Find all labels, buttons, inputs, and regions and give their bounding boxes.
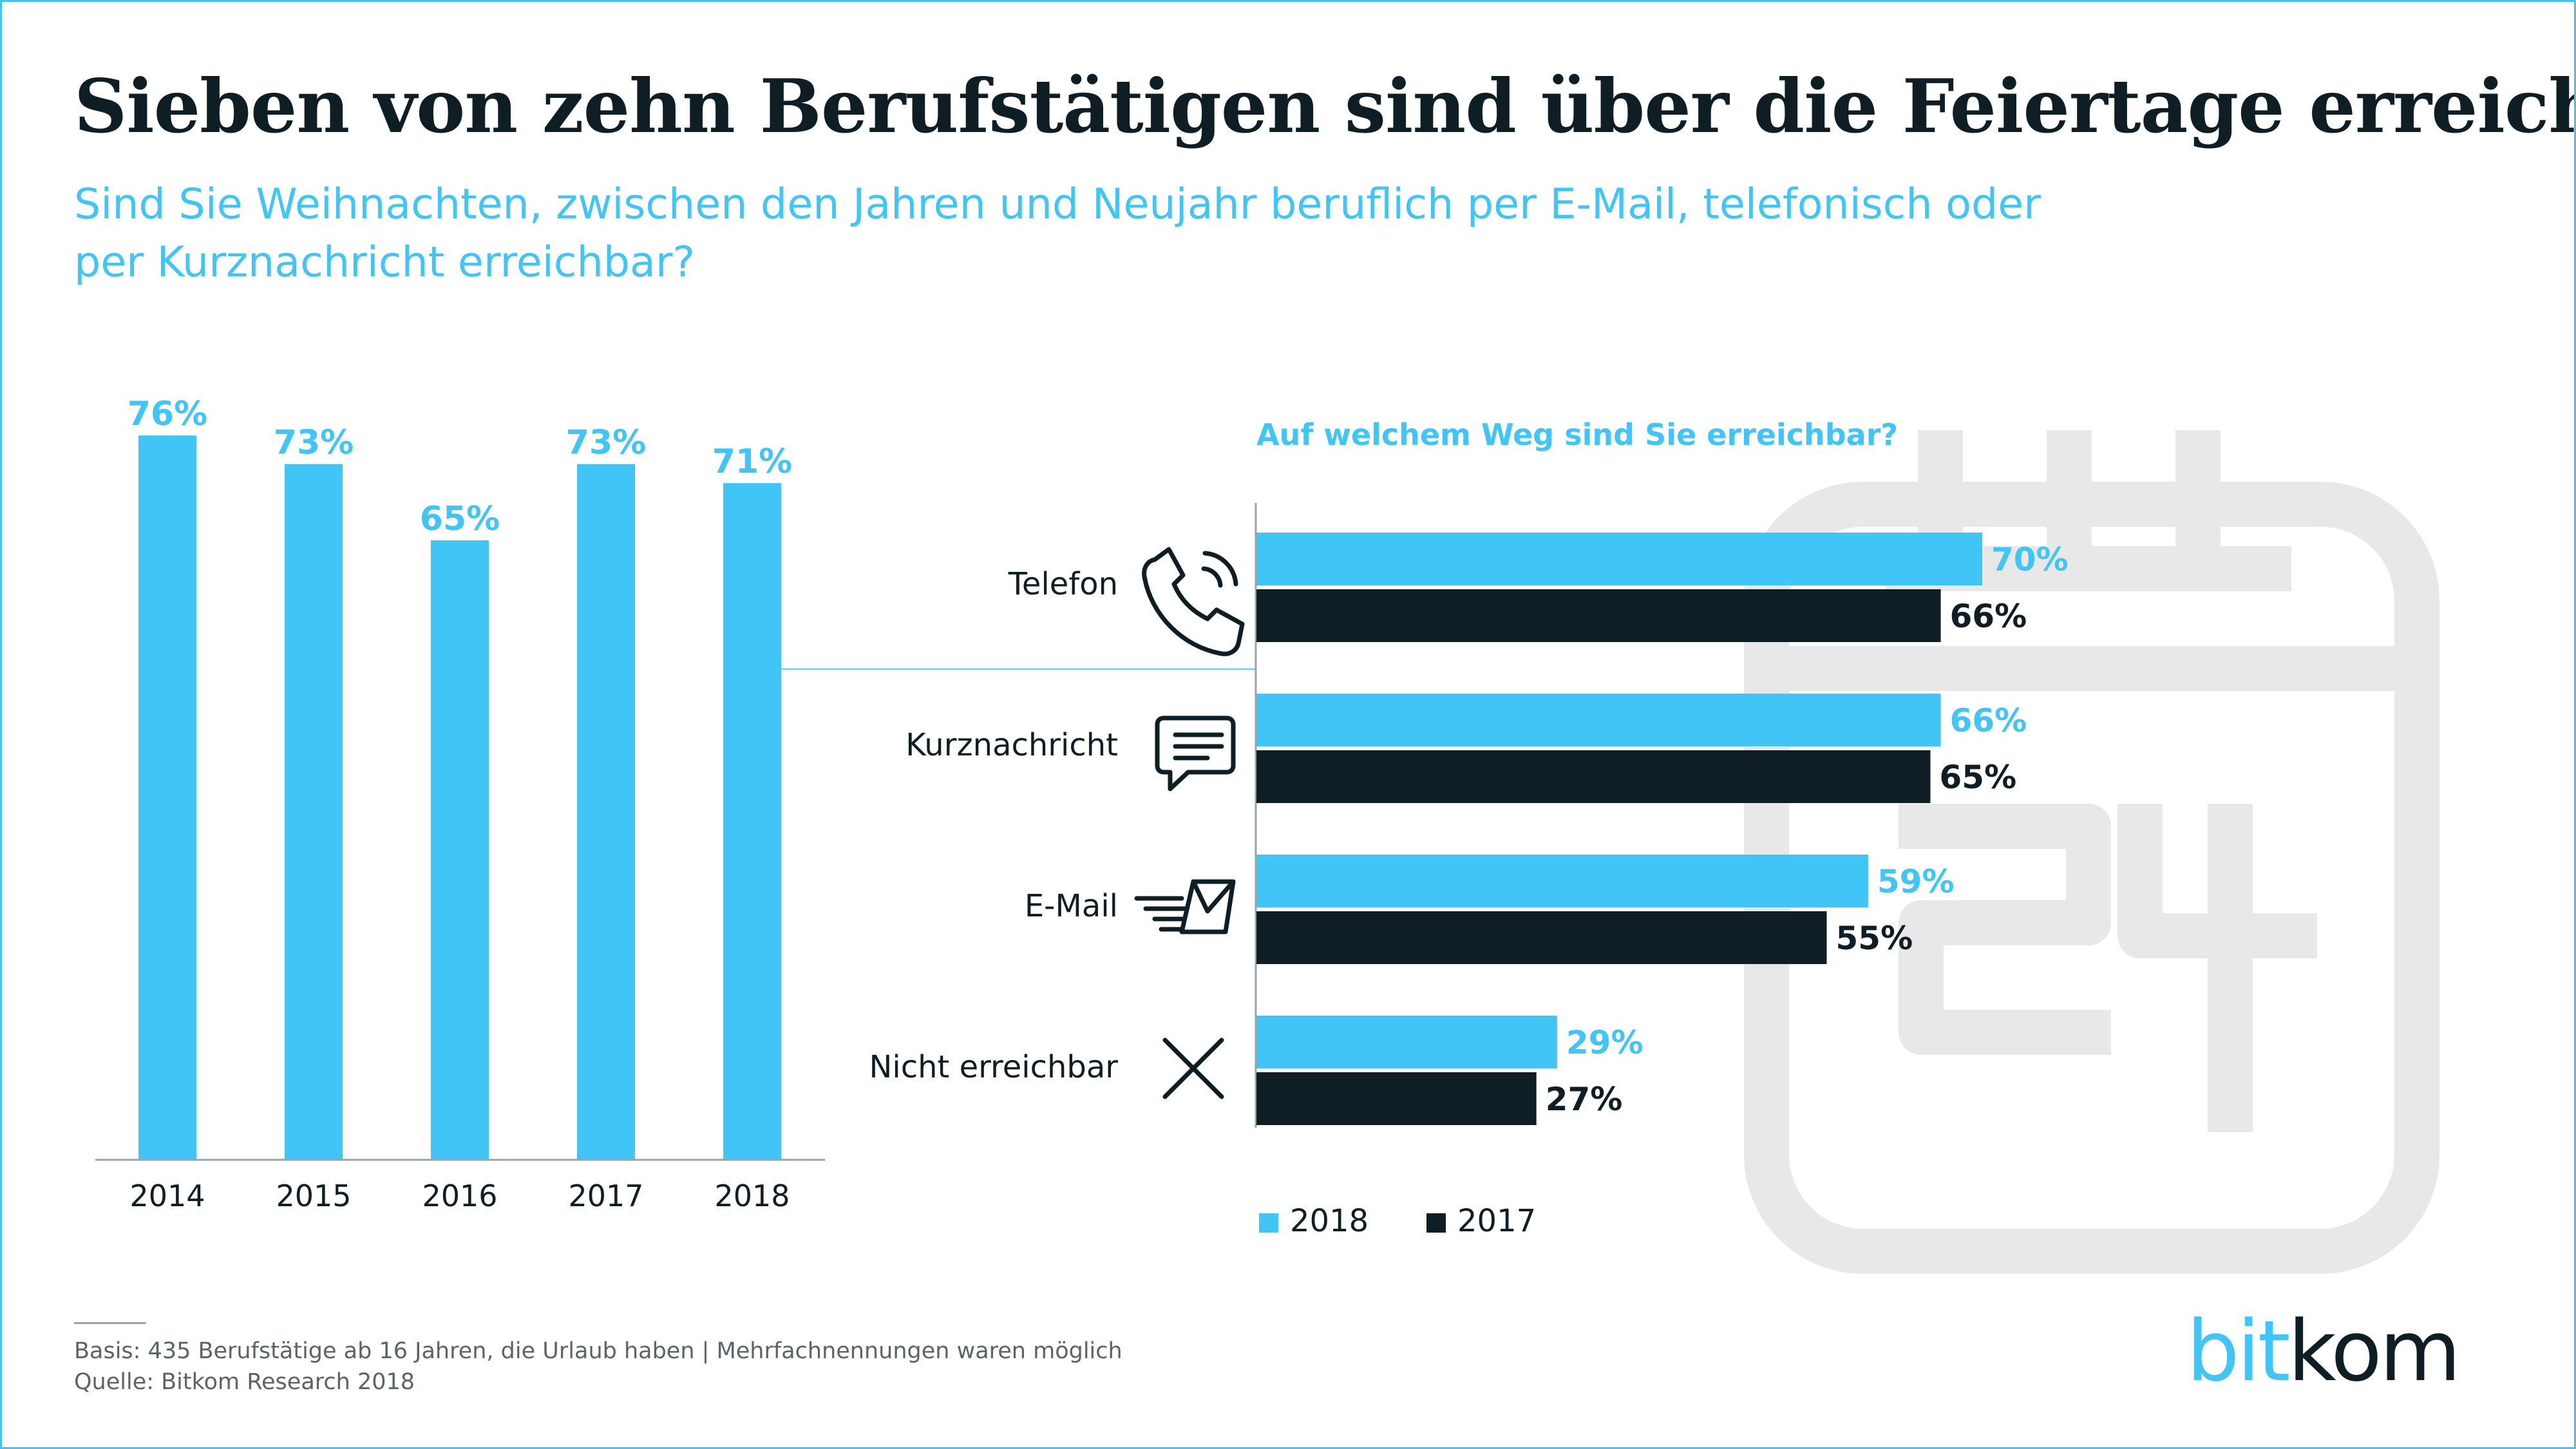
logo-part-kom: kom	[2287, 1302, 2461, 1400]
horizontal-chart-title: Auf welchem Weg sind Sie erreichbar?	[1256, 417, 1899, 452]
column-value-label-2016: 65%	[420, 500, 500, 538]
column-bar-2014	[138, 435, 196, 1160]
bar-value-label-e-mail-2018: 59%	[1877, 863, 1955, 900]
bar-nicht-erreichbar-2018	[1256, 1016, 1557, 1068]
bar-telefon-2017	[1256, 589, 1941, 642]
chat-bubble-icon	[1155, 715, 1236, 791]
column-bar-2016	[431, 540, 489, 1160]
column-year-label-2015: 2015	[276, 1179, 351, 1213]
logo-part-bit: bit	[2186, 1302, 2291, 1400]
legend-swatch-2018	[1259, 1213, 1278, 1233]
bar-value-label-kurznachricht-2018: 66%	[1950, 702, 2027, 739]
phone-icon	[1142, 547, 1245, 656]
column-bar-2017	[577, 464, 635, 1160]
envelope-icon	[1134, 879, 1236, 934]
bar-value-label-kurznachricht-2017: 65%	[1940, 759, 2017, 796]
bar-value-label-telefon-2018: 70%	[1991, 541, 2069, 578]
category-label-nicht-erreichbar: Nicht erreichbar	[869, 1049, 1118, 1085]
legend-item-2018: 2018	[1259, 1203, 1368, 1239]
legend-swatch-2017	[1426, 1213, 1446, 1233]
column-value-label-2018: 71%	[712, 442, 792, 481]
reachability-bar-chart: Telefon 70% 66% Kurznachricht 66% 65% E-Mail 59…	[869, 533, 2069, 1125]
legend-item-2017: 2017	[1426, 1203, 1536, 1239]
bar-value-label-telefon-2017: 66%	[1950, 598, 2027, 635]
yearly-column-chart: 76% 2014 73% 2015 65% 2016 73% 2017 71% 2018	[128, 395, 792, 1213]
bar-e-mail-2017	[1256, 911, 1827, 964]
cross-icon	[1162, 1037, 1224, 1099]
column-year-label-2014: 2014	[129, 1179, 205, 1213]
column-value-label-2017: 73%	[566, 424, 646, 462]
category-label-telefon: Telefon	[1008, 566, 1118, 602]
bar-nicht-erreichbar-2017	[1256, 1072, 1537, 1125]
bar-kurznachricht-2017	[1256, 750, 1931, 803]
column-value-label-2015: 73%	[274, 424, 354, 462]
category-label-kurznachricht: Kurznachricht	[905, 727, 1118, 763]
bar-value-label-nicht-erreichbar-2018: 29%	[1566, 1024, 1643, 1061]
footer-rule	[74, 1322, 146, 1324]
column-year-label-2017: 2017	[568, 1179, 643, 1213]
column-year-label-2018: 2018	[714, 1179, 790, 1213]
bar-kurznachricht-2018	[1256, 694, 1941, 746]
footnote-source: Quelle: Bitkom Research 2018	[74, 1369, 415, 1395]
subtitle-line-2: per Kurznachricht erreichbar?	[74, 238, 696, 287]
page-title: Sieben von zehn Berufstätigen sind über …	[74, 63, 2576, 149]
bar-e-mail-2018	[1256, 855, 1868, 907]
column-year-label-2016: 2016	[422, 1179, 497, 1213]
column-bar-2018	[723, 483, 781, 1160]
bar-value-label-e-mail-2017: 55%	[1836, 920, 1913, 957]
legend-label-2018: 2018	[1290, 1203, 1369, 1239]
column-bar-2015	[285, 464, 343, 1160]
footnote-basis: Basis: 435 Berufstätige ab 16 Jahren, di…	[74, 1338, 1122, 1364]
bar-value-label-nicht-erreichbar-2017: 27%	[1546, 1081, 1623, 1118]
bitkom-logo: bitkom	[2186, 1309, 2461, 1393]
subtitle-line-1: Sind Sie Weihnachten, zwischen den Jahre…	[74, 180, 2041, 229]
column-value-label-2014: 76%	[128, 395, 207, 433]
bar-telefon-2018	[1256, 533, 1982, 585]
category-label-e-mail: E-Mail	[1025, 888, 1118, 924]
legend-label-2017: 2017	[1457, 1203, 1537, 1239]
